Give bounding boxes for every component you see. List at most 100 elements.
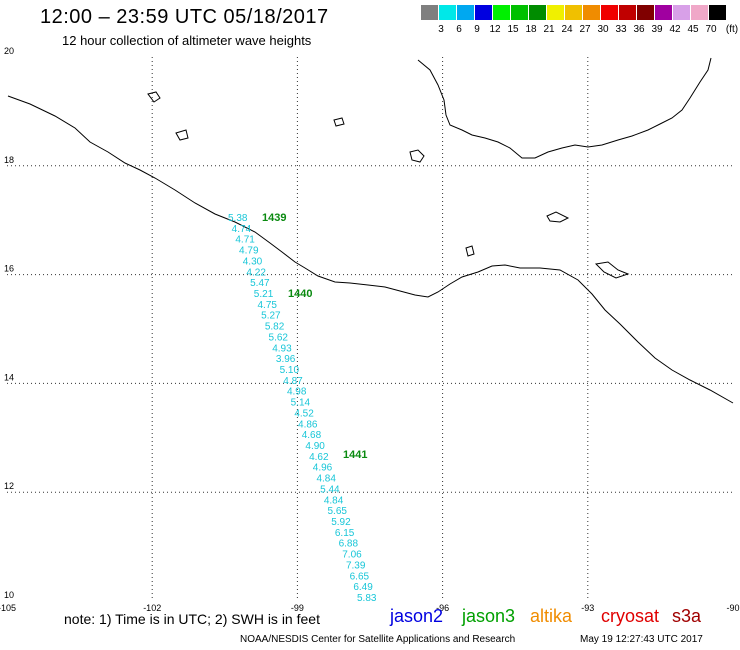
legend-label: 70 <box>705 24 717 35</box>
legend-label: 45 <box>687 24 699 35</box>
jason3-track: 5.384.744.714.794.304.225.475.214.755.27… <box>228 212 377 604</box>
swh-value-label: 5.82 <box>265 322 285 333</box>
legend-swatch <box>439 5 456 20</box>
legend-label: 33 <box>615 24 627 35</box>
legend-swatch <box>601 5 618 20</box>
legend-swatch <box>511 5 528 20</box>
latitude-tick-label: 16 <box>4 264 14 274</box>
generated-timestamp: May 19 12:27:43 UTC 2017 <box>580 634 703 645</box>
swh-value-label: 5.44 <box>320 484 340 495</box>
swh-value-label: 5.83 <box>357 593 377 604</box>
swh-value-label: 4.84 <box>316 474 336 485</box>
latitude-tick-label: 18 <box>4 155 14 165</box>
legend-label: 3 <box>438 24 444 35</box>
swh-value-label: 4.68 <box>302 430 322 441</box>
lake-outline-7 <box>333 117 345 127</box>
legend-label: 39 <box>651 24 663 35</box>
satellite-jason2: jason2 <box>390 606 444 626</box>
longitude-tick-label: -99 <box>291 603 304 613</box>
legend-swatch <box>529 5 546 20</box>
legend-swatch <box>583 5 600 20</box>
swh-value-label: 5.14 <box>291 398 311 409</box>
satellite-jason3: jason3 <box>462 606 516 626</box>
swh-value-label: 4.62 <box>309 452 329 463</box>
swh-value-label: 5.38 <box>228 213 248 224</box>
latitude-tick-label: 10 <box>4 590 14 600</box>
swh-value-label: 5.92 <box>331 517 351 528</box>
legend-label: 6 <box>456 24 462 35</box>
legend-swatch <box>637 5 654 20</box>
swh-value-label: 5.21 <box>254 289 274 300</box>
legend-label: 12 <box>489 24 501 35</box>
legend-label: 9 <box>474 24 480 35</box>
satellite-cryosat: cryosat <box>601 606 660 626</box>
swh-value-label: 3.96 <box>276 354 296 365</box>
swh-value-label: 4.90 <box>305 441 325 452</box>
pass-time-label: 1441 <box>343 449 367 461</box>
latitude-tick-label: 12 <box>4 481 14 491</box>
legend-label: 21 <box>543 24 555 35</box>
legend-label: 24 <box>561 24 573 35</box>
swh-value-label: 6.65 <box>350 571 370 582</box>
swh-value-label: 4.86 <box>298 419 318 430</box>
lake-outline-5 <box>175 129 189 141</box>
lake-outline-2 <box>546 211 570 223</box>
yucatan-coastline <box>417 57 712 159</box>
pass-time-label: 1439 <box>262 212 286 224</box>
legend-label: 30 <box>597 24 609 35</box>
swh-value-label: 7.06 <box>342 550 362 561</box>
swh-value-label: 5.62 <box>269 332 289 343</box>
lake-outline-4 <box>147 91 161 103</box>
legend-label: 15 <box>507 24 519 35</box>
longitude-tick-label: -96 <box>436 603 449 613</box>
legend-swatch <box>709 5 726 20</box>
swh-value-label: 4.22 <box>246 267 266 278</box>
swh-value-label: 4.98 <box>287 387 307 398</box>
legend-swatch <box>673 5 690 20</box>
swh-value-label: 6.49 <box>353 582 373 593</box>
latitude-tick-label: 14 <box>4 372 14 382</box>
mexico-pacific-coastline <box>7 95 734 404</box>
swh-value-label: 4.71 <box>235 235 255 246</box>
swh-value-label: 5.65 <box>328 506 348 517</box>
pass-time-label: 1440 <box>288 288 312 300</box>
map-subtitle: 12 hour collection of altimeter wave hei… <box>62 33 312 48</box>
satellite-s3a: s3a <box>672 606 702 626</box>
swh-value-label: 4.30 <box>243 256 263 267</box>
latitude-tick-label: 20 <box>4 46 14 56</box>
swh-value-label: 4.79 <box>239 246 259 257</box>
swh-value-label: 6.88 <box>339 539 359 550</box>
lake-outline-6 <box>465 245 475 257</box>
swh-value-label: 4.52 <box>294 408 314 419</box>
legend-swatch <box>619 5 636 20</box>
longitude-tick-label: -93 <box>581 603 594 613</box>
swh-value-label: 5.47 <box>250 278 270 289</box>
axis-labels: -105 -102 -99 -96 -93 -90 10 12 14 16 18 20 <box>0 46 740 613</box>
swh-value-label: 4.84 <box>324 495 344 506</box>
swh-value-label: 5.27 <box>261 311 281 322</box>
footnote: note: 1) Time is in UTC; 2) SWH is in fe… <box>64 611 320 627</box>
swh-value-label: 7.39 <box>346 560 366 571</box>
swh-value-label: 4.74 <box>232 224 252 235</box>
lake-outline-1 <box>409 149 425 163</box>
longitude-tick-label: -105 <box>0 603 16 613</box>
legend-swatch <box>457 5 474 20</box>
legend-swatch <box>691 5 708 20</box>
legend-swatch <box>493 5 510 20</box>
legend-swatch <box>547 5 564 20</box>
longitude-tick-label: -102 <box>143 603 161 613</box>
legend-label: 18 <box>525 24 537 35</box>
legend-swatch <box>565 5 582 20</box>
lake-outline-3 <box>594 261 630 279</box>
legend-swatch <box>421 5 438 20</box>
longitude-tick-label: -90 <box>726 603 739 613</box>
satellite-altika: altika <box>530 606 573 626</box>
map-title: 12:00 – 23:59 UTC 05/18/2017 <box>40 6 329 28</box>
swh-value-label: 4.93 <box>272 343 292 354</box>
swh-value-label: 4.75 <box>257 300 277 311</box>
legend-swatch <box>475 5 492 20</box>
swh-value-label: 6.15 <box>335 528 355 539</box>
credit-line: NOAA/NESDIS Center for Satellite Applica… <box>240 634 516 645</box>
